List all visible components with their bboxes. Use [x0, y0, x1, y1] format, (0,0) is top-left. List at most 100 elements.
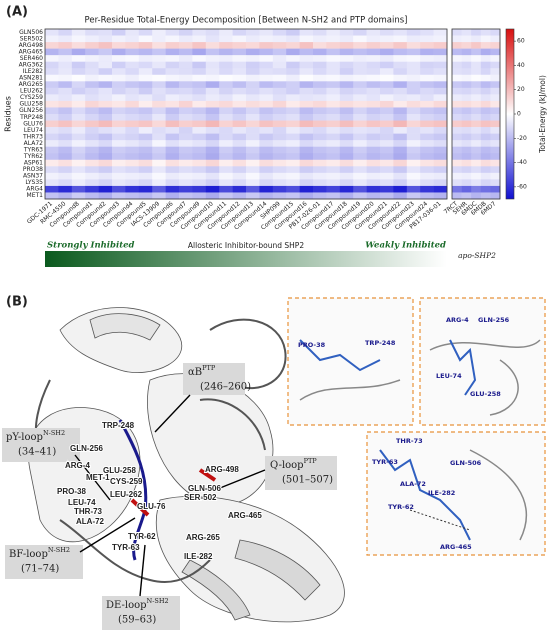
heatmap-cell	[45, 94, 59, 102]
heatmap-cell	[461, 74, 472, 82]
heatmap-cell	[58, 55, 73, 62]
heatmap-cell	[286, 153, 300, 161]
heatmap-cell	[58, 179, 73, 187]
heatmap-cell	[461, 153, 472, 161]
heatmap-cell	[71, 42, 86, 49]
heatmap-cell	[179, 94, 193, 102]
heatmap-cell	[138, 172, 153, 180]
heatmap-cell	[433, 140, 448, 147]
heatmap-frame	[44, 28, 448, 200]
row-label: MET1	[27, 192, 44, 199]
heatmap-cell	[58, 172, 73, 180]
heatmap-cell	[152, 74, 166, 82]
heatmap-cell	[272, 48, 287, 56]
heatmap-cell	[246, 146, 260, 154]
heatmap-cell	[406, 81, 421, 89]
heatmap-cell	[272, 74, 287, 82]
heatmap-cell	[272, 172, 287, 180]
heatmap-cell	[420, 48, 434, 56]
heatmap-cell	[152, 107, 166, 115]
heatmap-cell	[461, 107, 472, 115]
heatmap-cell	[380, 68, 394, 76]
heatmap-cell	[152, 146, 166, 154]
heatmap-cell	[393, 179, 408, 187]
heatmap-cell	[138, 94, 153, 102]
heatmap-cell	[71, 127, 86, 134]
heatmap-cell	[326, 172, 341, 180]
heatmap-cell	[259, 114, 274, 121]
heatmap-cell	[490, 114, 501, 121]
heatmap-cell	[246, 133, 260, 141]
heatmap-cell	[433, 74, 448, 82]
heatmap-cell	[98, 74, 113, 82]
colorbar-tick-label: -60	[517, 183, 527, 190]
heatmap-cell	[192, 166, 207, 174]
heatmap-cell	[125, 100, 140, 108]
heatmap-cell	[138, 133, 153, 141]
heatmap-cell	[112, 172, 126, 180]
heatmap-cell	[219, 100, 233, 108]
heatmap-cell	[179, 55, 193, 62]
heatmap-cell	[366, 100, 381, 108]
heatmap-cell	[420, 29, 434, 36]
heatmap-cell	[232, 100, 247, 108]
heatmap-cell	[138, 159, 153, 167]
row-label: SER502	[20, 35, 43, 42]
row-label: ASP61	[24, 160, 43, 167]
heatmap-cell	[380, 114, 394, 121]
heatmap-cell	[286, 140, 300, 147]
heatmap-frame	[451, 28, 501, 200]
heatmap-cell	[326, 35, 341, 43]
heatmap-cell	[313, 127, 327, 134]
heatmap-cell	[45, 81, 59, 89]
heatmap-cell	[433, 87, 448, 95]
heatmap-cell	[71, 87, 86, 95]
heatmap-cell	[58, 133, 73, 141]
heatmap-cell	[339, 74, 354, 82]
pointer-lines	[74, 394, 266, 597]
heatmap-cell	[165, 185, 180, 193]
heatmap-cell	[152, 179, 166, 187]
heatmap-cell	[138, 179, 153, 187]
heatmap-cell	[313, 133, 327, 141]
heatmap-cell	[71, 192, 86, 200]
heatmap-cell	[452, 159, 462, 167]
heatmap-cell	[272, 68, 287, 76]
heatmap-cell	[219, 61, 233, 69]
heatmap-cell	[366, 114, 381, 121]
heatmap-cell	[480, 55, 491, 62]
heatmap-cell	[380, 87, 394, 95]
heatmap-cell	[71, 140, 86, 147]
heatmap-cell	[45, 42, 59, 49]
heatmap-cell	[112, 146, 126, 154]
heatmap-cell	[165, 107, 180, 115]
region-superscript: PTP	[304, 457, 318, 465]
heatmap-cell	[152, 55, 166, 62]
heatmap-cell	[152, 61, 166, 69]
heatmap-cell	[272, 185, 287, 193]
heatmap-cell	[232, 146, 247, 154]
heatmap-cell	[366, 68, 381, 76]
region-superscript: N-SH2	[48, 546, 70, 554]
heatmap-cell	[85, 192, 99, 200]
heatmap-cell	[339, 94, 354, 102]
heatmap-cell	[192, 146, 207, 154]
heatmap-cell	[179, 74, 193, 82]
heatmap-cell	[433, 61, 448, 69]
heatmap-cell	[313, 55, 327, 62]
heatmap-cell	[165, 133, 180, 141]
heatmap-cell	[246, 100, 260, 108]
heatmap-cell	[179, 133, 193, 141]
heatmap-cell	[433, 146, 448, 154]
heatmap-cell	[480, 29, 491, 36]
heatmap-cell	[366, 146, 381, 154]
heatmap-cell	[85, 133, 99, 141]
heatmap-cell	[219, 166, 233, 174]
heatmap-cell	[380, 48, 394, 56]
region-range: (59–63)	[118, 615, 156, 626]
heatmap-cell	[480, 159, 491, 167]
heatmap-cell	[246, 55, 260, 62]
heatmap-cell	[286, 81, 300, 89]
heatmap-cell	[205, 192, 220, 200]
heatmap-cell	[272, 55, 287, 62]
